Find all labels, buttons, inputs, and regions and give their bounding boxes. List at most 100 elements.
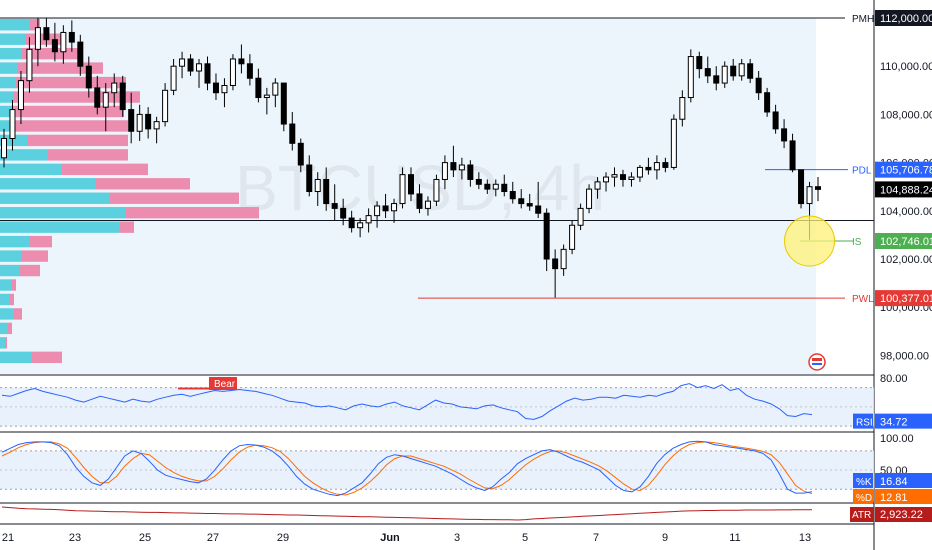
time-tick-label: 7 <box>593 532 599 544</box>
tradingview-flag-icon <box>808 353 826 371</box>
volume-profile-up-bar <box>0 178 95 190</box>
candle-body <box>77 41 84 67</box>
volume-profile-down-bar <box>9 293 14 306</box>
volume-profile-down-bar <box>30 19 40 31</box>
candle-body <box>772 111 779 130</box>
volume-profile-up-bar <box>0 47 22 60</box>
time-tick-label: 23 <box>69 532 81 544</box>
volume-profile-up-bar <box>0 293 9 306</box>
level-label-pmh: PMH <box>852 14 874 25</box>
candle-body <box>798 169 805 205</box>
time-tick-label: 25 <box>139 532 151 544</box>
candle-body <box>721 65 728 84</box>
time-tick-label: 11 <box>729 532 740 544</box>
volume-profile-up-bar <box>0 264 20 277</box>
last-price-text: 104,888.24 <box>880 184 932 196</box>
rsi-pane: Bear <box>0 377 874 427</box>
candle-body <box>348 217 355 229</box>
candle-body <box>687 56 694 99</box>
candle-body <box>535 205 542 214</box>
volume-profile-up-bar <box>0 134 28 147</box>
level-price-text: 100,377.01 <box>880 293 932 305</box>
candle-body <box>391 203 398 212</box>
candle-body <box>450 162 457 171</box>
time-tick-label: 21 <box>2 532 14 544</box>
candle-body <box>128 109 135 132</box>
candle-body <box>314 178 321 193</box>
volume-profile-up-bar <box>0 91 14 103</box>
volume-profile-up-bar <box>0 207 126 219</box>
atr-label-badge <box>850 507 874 522</box>
level-price-text: 102,746.01 <box>880 236 932 248</box>
candle-body <box>221 84 228 94</box>
candle-body <box>255 77 262 99</box>
candle-body <box>17 80 24 111</box>
candle-body <box>704 68 711 77</box>
candle-body <box>102 92 109 108</box>
volume-profile-down-bar <box>22 47 80 60</box>
candle-body <box>323 178 330 205</box>
level-price-badge <box>875 233 932 250</box>
candle-body <box>645 166 652 171</box>
atr-value-badge <box>875 507 932 522</box>
highlight-circle <box>784 215 836 267</box>
time-tick-label: 9 <box>662 532 668 544</box>
bear-annotation-text: Bear <box>214 379 236 390</box>
candle-body <box>272 82 279 96</box>
level-price-badge <box>875 161 932 178</box>
candle-body <box>611 174 618 178</box>
stoch-d-label-badge <box>853 489 873 504</box>
volume-profile-up-bar <box>0 250 22 262</box>
candle-body <box>136 113 143 132</box>
candle-body <box>196 63 203 72</box>
price-tick-label: 110,000.00 <box>880 61 932 73</box>
volume-profile-down-bar <box>13 120 128 132</box>
price-axis[interactable]: 98,000.00100,000.00102,000.00104,000.001… <box>875 10 932 477</box>
volume-profile-down-bar <box>62 163 148 176</box>
candle-body <box>331 203 338 209</box>
candle-body <box>636 166 643 178</box>
candle-body <box>764 92 771 113</box>
candle-body <box>501 183 508 193</box>
atr-label: ATR <box>852 510 871 521</box>
symbol-watermark: BTCUSD, 4h <box>235 152 605 224</box>
volume-profile-up-bar <box>0 308 14 320</box>
stoch-d-line <box>1 441 813 496</box>
volume-profile-up-bar <box>0 76 16 89</box>
volume-profile-up-bar <box>0 33 26 45</box>
rsi-value-badge <box>875 413 932 429</box>
stoch-k-label-badge <box>853 473 873 488</box>
stoch-k-label: %K <box>856 477 872 488</box>
atr-pane <box>1 506 812 521</box>
candle-body <box>145 113 152 130</box>
candle-body <box>569 224 576 250</box>
last-price-badge <box>875 181 932 198</box>
volume-profile-down-bar <box>14 308 22 320</box>
candle-body <box>603 176 610 183</box>
candle-body <box>170 65 177 91</box>
time-tick-label: 3 <box>454 532 460 544</box>
volume-profile-down-bar <box>32 351 62 364</box>
candle-body <box>60 31 67 53</box>
time-axis[interactable]: 21 23 25 27 29 Jun 3 5 7 9 11 13 <box>2 532 811 544</box>
candle-body <box>560 248 567 270</box>
time-tick-label: 13 <box>799 532 811 544</box>
volume-profile-up-bar <box>0 235 30 248</box>
volume-profile-up-bar <box>0 351 32 364</box>
volume-profile-up-bar <box>0 279 12 291</box>
stoch-k-value: 16.84 <box>880 476 908 488</box>
candle-body <box>408 174 414 195</box>
time-tick-label: 29 <box>277 532 289 544</box>
candle-body <box>229 58 236 86</box>
candle-body <box>306 164 313 193</box>
candle-body <box>26 48 33 82</box>
candle-body <box>475 178 482 185</box>
candle-body <box>789 140 796 171</box>
candle-body <box>119 82 126 111</box>
volume-profile-up-bar <box>0 149 48 161</box>
volume-profile-up-bar <box>0 322 8 335</box>
volume-profile-down-bar <box>20 264 40 277</box>
stoch-tick-label: 100.00 <box>880 433 914 445</box>
volume-profile-up-bar <box>0 163 62 176</box>
